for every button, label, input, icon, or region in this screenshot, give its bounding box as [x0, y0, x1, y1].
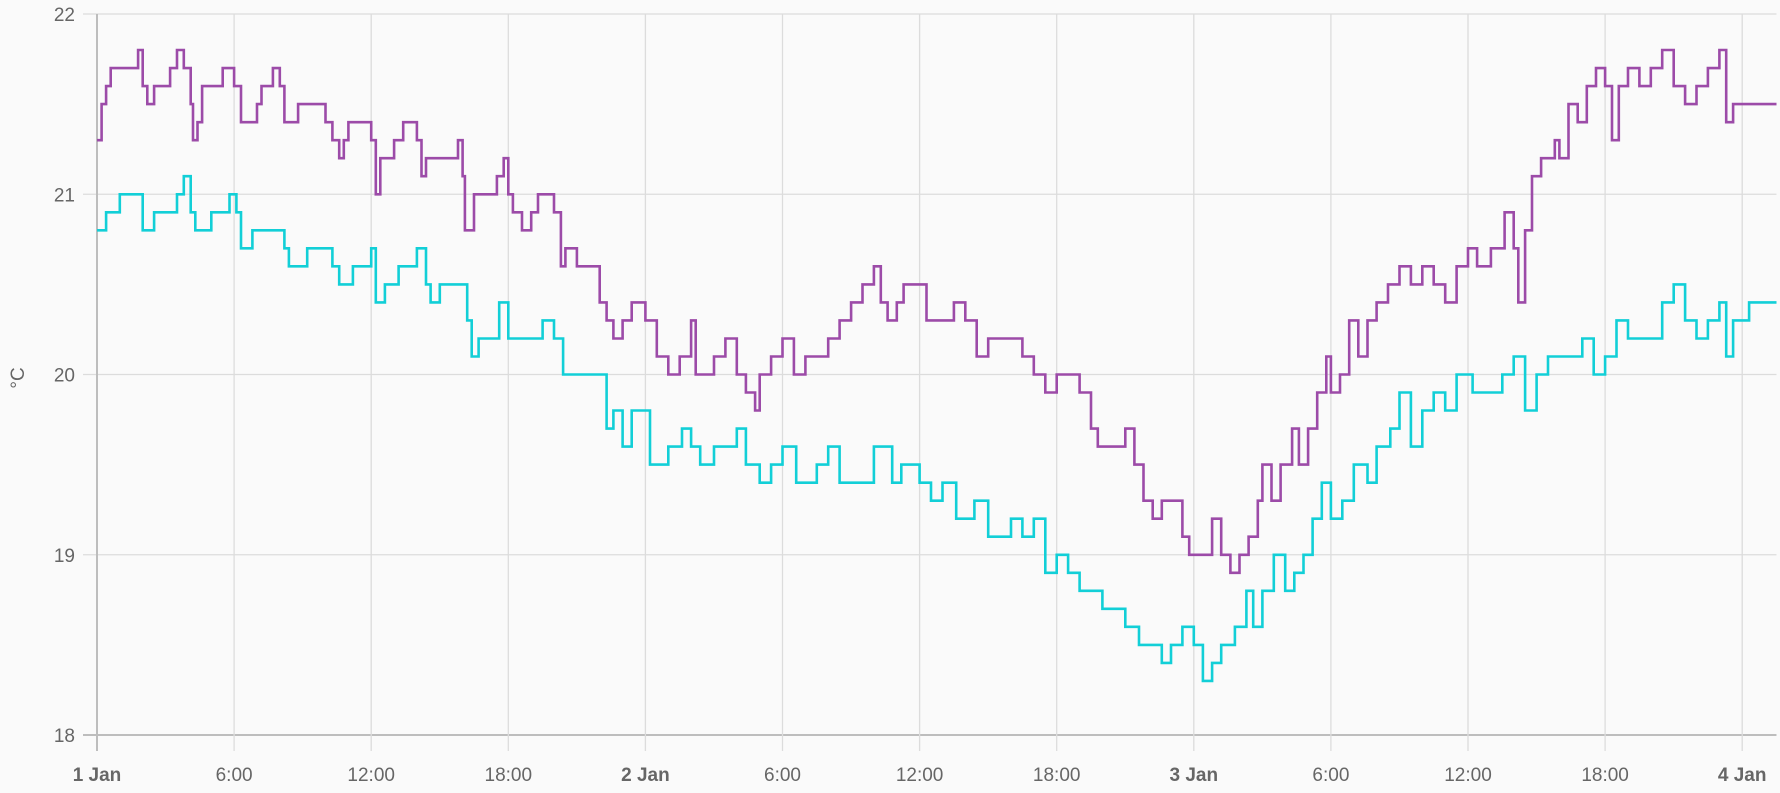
x-tick-label: 6:00	[216, 765, 253, 786]
x-tick-label: 18:00	[1033, 765, 1081, 786]
x-tick-label: 12:00	[896, 765, 944, 786]
y-tick-label: 18	[54, 726, 75, 747]
x-tick-label: 18:00	[485, 765, 533, 786]
y-tick-label: 22	[54, 5, 75, 26]
x-tick-label: 1 Jan	[73, 765, 122, 786]
x-tick-label: 12:00	[1444, 765, 1492, 786]
x-tick-label: 3 Jan	[1170, 765, 1219, 786]
series-layer	[97, 48, 1777, 683]
axis-labels: 18 19 20 21 22 1 Jan 6:00 12:00 18:00 2 Jan 6:00 12…	[54, 5, 1767, 786]
y-tick-label: 20	[54, 366, 75, 387]
series-line-2	[97, 174, 1777, 683]
y-axis-label: °C	[8, 367, 29, 388]
x-tick-label: 6:00	[1312, 765, 1349, 786]
x-tick-label: 4 Jan	[1718, 765, 1767, 786]
x-tick-label: 2 Jan	[621, 765, 670, 786]
x-tick-label: 6:00	[764, 765, 801, 786]
grid	[83, 13, 1777, 751]
x-tick-label: 12:00	[347, 765, 395, 786]
y-tick-label: 19	[54, 546, 75, 567]
y-tick-label: 21	[54, 185, 75, 206]
series-line-1	[97, 48, 1777, 575]
x-tick-label: 18:00	[1581, 765, 1629, 786]
